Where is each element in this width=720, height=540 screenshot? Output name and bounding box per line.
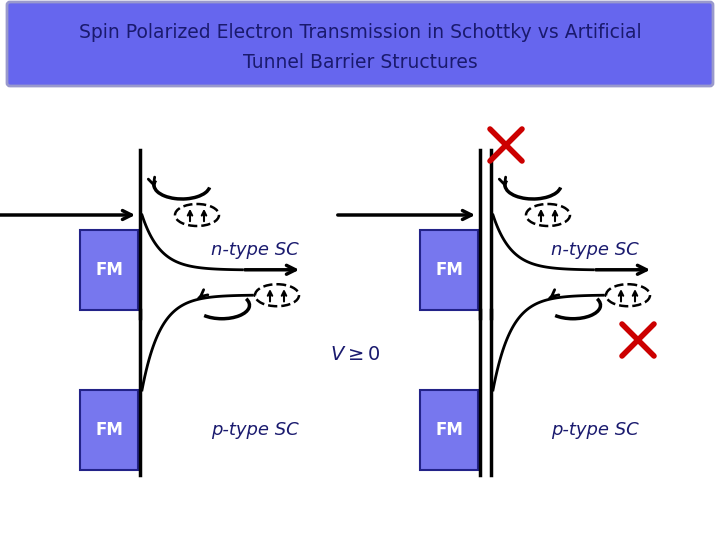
Text: Spin Polarized Electron Transmission in Schottky vs Artificial: Spin Polarized Electron Transmission in … [78,24,642,43]
Text: p-type SC: p-type SC [551,421,639,439]
FancyBboxPatch shape [420,390,478,470]
Text: FM: FM [95,261,123,279]
Text: n-type SC: n-type SC [211,241,299,259]
Text: p-type SC: p-type SC [211,421,299,439]
Text: FM: FM [435,261,463,279]
Text: Tunnel Barrier Structures: Tunnel Barrier Structures [243,52,477,71]
FancyBboxPatch shape [7,2,713,86]
Text: $V\geq 0$: $V\geq 0$ [330,346,380,365]
Text: FM: FM [435,421,463,439]
Ellipse shape [526,204,570,226]
FancyBboxPatch shape [80,230,138,310]
Ellipse shape [175,204,219,226]
FancyBboxPatch shape [420,230,478,310]
Ellipse shape [255,284,299,306]
Ellipse shape [606,284,650,306]
Text: FM: FM [95,421,123,439]
Text: n-type SC: n-type SC [551,241,639,259]
FancyBboxPatch shape [80,390,138,470]
